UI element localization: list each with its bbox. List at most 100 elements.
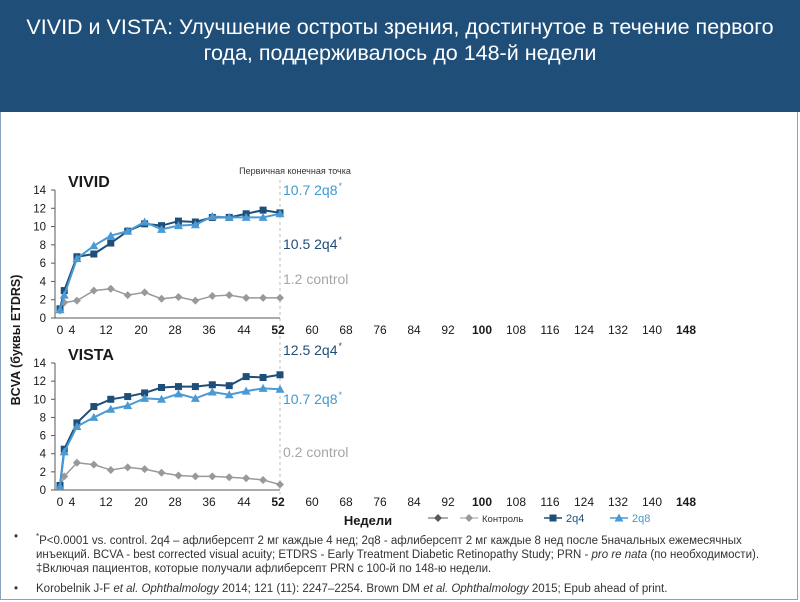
reference-text-c: 2015; Epub ahead of print. bbox=[528, 582, 668, 595]
y-tick-label: 6 bbox=[40, 431, 46, 443]
footnote-1: • *P<0.0001 vs. control. 2q4 – афлиберсе… bbox=[14, 530, 790, 576]
series-line-2q4 bbox=[59, 209, 281, 310]
x-tick-label: 92 bbox=[441, 323, 455, 337]
x-tick-label: 0 bbox=[57, 323, 64, 337]
data-point-control bbox=[140, 288, 149, 297]
significance-mark: * bbox=[339, 341, 343, 351]
data-point-2q4 bbox=[276, 371, 284, 379]
x-tick-label: 36 bbox=[202, 495, 216, 509]
y-tick-label: 12 bbox=[33, 203, 46, 215]
x-tick-label: 92 bbox=[441, 495, 455, 509]
data-point-2q8 bbox=[123, 401, 133, 410]
data-point-control bbox=[276, 293, 284, 302]
charts-area: Первичная конечная точка BCVA (буквы ETDR… bbox=[9, 166, 696, 528]
y-tick-label: 0 bbox=[40, 313, 46, 325]
data-point-control bbox=[191, 472, 200, 481]
legend-label: Контроль bbox=[482, 514, 523, 525]
end-value-label: 1.2 control bbox=[283, 271, 348, 287]
data-point-2q8 bbox=[140, 217, 150, 226]
x-tick-label: 132 bbox=[608, 495, 628, 509]
data-point-2q8 bbox=[140, 393, 150, 402]
data-point-control bbox=[242, 474, 251, 483]
data-point-2q4 bbox=[259, 374, 267, 382]
y-tick-label: 14 bbox=[33, 358, 46, 370]
y-axis-title: BCVA (буквы ETDRS) bbox=[9, 275, 23, 406]
data-point-2q4 bbox=[107, 239, 115, 247]
primary-endpoint-label: Первичная конечная точка bbox=[239, 166, 351, 176]
data-point-2q8 bbox=[275, 384, 285, 393]
x-tick-label: 68 bbox=[339, 323, 353, 337]
x-tick-label: 60 bbox=[305, 323, 319, 337]
data-point-2q4 bbox=[124, 393, 132, 401]
end-value-label: 12.5 2q4 bbox=[283, 342, 338, 358]
data-point-control bbox=[259, 293, 268, 302]
data-point-control bbox=[225, 291, 234, 300]
legend-label: 2q4 bbox=[566, 513, 584, 525]
x-tick-label: 12 bbox=[99, 323, 113, 337]
data-point-2q8 bbox=[190, 220, 200, 229]
x-tick-label: 124 bbox=[574, 495, 594, 509]
data-point-2q4 bbox=[225, 382, 233, 390]
x-axis-title: Недели bbox=[344, 513, 392, 528]
footnote-1-text-a: P<0.0001 vs. control. 2q4 – афлиберсепт … bbox=[36, 534, 742, 561]
data-point-2q8 bbox=[190, 393, 200, 402]
reference-italic-2: et al. Ophthalmology bbox=[423, 582, 529, 595]
y-tick-label: 2 bbox=[40, 295, 46, 307]
data-point-control bbox=[106, 284, 115, 293]
data-point-2q8 bbox=[72, 254, 82, 263]
y-tick-label: 8 bbox=[40, 412, 46, 424]
x-tick-label: 12 bbox=[99, 495, 113, 509]
data-point-2q8 bbox=[275, 209, 285, 218]
footnotes: • *P<0.0001 vs. control. 2q4 – афлиберсе… bbox=[14, 530, 790, 602]
data-point-2q8 bbox=[258, 383, 268, 392]
data-point-2q4 bbox=[90, 250, 98, 258]
y-tick-label: 12 bbox=[33, 376, 46, 388]
data-point-control bbox=[208, 472, 217, 481]
y-tick-label: 8 bbox=[40, 240, 46, 252]
data-point-control bbox=[140, 465, 149, 474]
end-value-label: 0.2 control bbox=[283, 444, 348, 460]
x-tick-label: 68 bbox=[339, 495, 353, 509]
y-tick-label: 4 bbox=[40, 449, 47, 461]
data-point-control bbox=[72, 458, 81, 467]
data-point-2q8 bbox=[224, 212, 234, 221]
panel-title: VISTA bbox=[68, 347, 114, 364]
data-point-control bbox=[242, 293, 251, 302]
data-point-2q8 bbox=[59, 447, 69, 456]
y-tick-label: 0 bbox=[40, 485, 46, 497]
data-point-control bbox=[157, 468, 166, 477]
title-banner: VIVID и VISTA: Улучшение остроты зрения,… bbox=[0, 0, 800, 112]
x-tick-label: 44 bbox=[237, 495, 251, 509]
data-point-2q8 bbox=[55, 305, 65, 314]
data-point-control bbox=[174, 292, 183, 301]
footnote-1-italic: pro re nata bbox=[591, 548, 648, 561]
data-point-2q4 bbox=[158, 383, 166, 391]
data-point-2q8 bbox=[89, 412, 99, 421]
x-tick-label: 140 bbox=[642, 323, 662, 337]
significance-mark: * bbox=[339, 235, 343, 245]
x-tick-label: 4 bbox=[69, 495, 76, 509]
x-tick-label: 0 bbox=[57, 495, 64, 509]
data-point-2q8 bbox=[157, 224, 167, 233]
data-point-control bbox=[191, 296, 200, 305]
data-point-2q8 bbox=[207, 212, 217, 221]
footnote-asterisk: * bbox=[36, 532, 40, 541]
data-point-2q8 bbox=[89, 241, 99, 250]
data-point-control bbox=[208, 292, 217, 301]
x-tick-label: 52 bbox=[271, 323, 285, 337]
end-value-label: 10.7 2q8 bbox=[283, 182, 338, 198]
data-point-2q4 bbox=[60, 287, 68, 295]
end-value-label: 10.7 2q8 bbox=[283, 391, 338, 407]
footnote-bullet: • bbox=[14, 582, 19, 595]
data-point-2q4 bbox=[90, 403, 98, 411]
y-tick-label: 2 bbox=[40, 467, 46, 479]
data-point-control bbox=[276, 480, 284, 489]
x-tick-label: 148 bbox=[676, 323, 696, 337]
x-tick-label: 76 bbox=[373, 323, 387, 337]
data-point-2q4 bbox=[174, 217, 182, 225]
significance-mark: * bbox=[339, 181, 343, 191]
data-point-2q8 bbox=[59, 290, 69, 299]
end-value-label: 10.5 2q4 bbox=[283, 236, 338, 252]
data-point-2q4 bbox=[242, 373, 250, 381]
data-point-control bbox=[89, 286, 98, 295]
